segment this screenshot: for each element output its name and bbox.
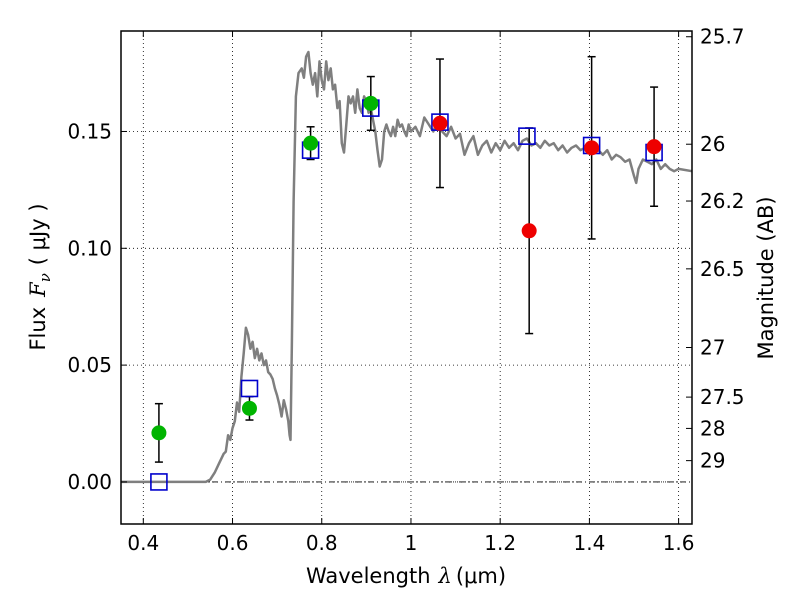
mag-tick-label: 29 — [700, 449, 725, 473]
x-tick-label: 0.4 — [127, 531, 159, 555]
mag-tick-label: 26.2 — [700, 189, 745, 213]
model-square-marker — [150, 473, 168, 491]
observed-point — [521, 223, 537, 239]
spectrum-line — [121, 50, 693, 484]
model-square-marker — [518, 127, 536, 145]
model-photometry-markers — [150, 99, 663, 491]
x-tick-label: 1.6 — [663, 531, 695, 555]
x-tick-label: 1 — [405, 531, 418, 555]
model-spectrum — [121, 50, 693, 484]
observed-point — [432, 115, 448, 131]
mag-tick-label: 28 — [700, 416, 725, 440]
y-tick-label: 0.15 — [67, 119, 112, 143]
y-axis-label: FluxFν( μJy ) — [26, 203, 54, 350]
y-tick-label: 0.10 — [67, 236, 112, 260]
grid — [121, 31, 692, 524]
error-bars — [154, 55, 659, 463]
x-axis-label: Wavelength λ (μm) — [306, 564, 506, 588]
mag-tick-label: 25.7 — [700, 25, 745, 49]
observed-photometry-markers — [151, 95, 662, 441]
x-tick-label: 0.8 — [306, 531, 338, 555]
y-tick-label: 0.05 — [67, 353, 112, 377]
axis-ticks — [121, 31, 692, 524]
mag-tick-label: 27.5 — [700, 385, 745, 409]
tick-labels: 0.4 0.6 0.8 1 1.2 1.4 1.6 0.00 0.05 0.10 0.15 25.7 2… — [67, 25, 744, 555]
x-tick-label: 1.2 — [484, 531, 516, 555]
plot-frame — [120, 30, 693, 525]
observed-point — [584, 140, 600, 156]
model-square-marker — [240, 379, 259, 398]
observed-point — [241, 400, 257, 416]
observed-point — [646, 139, 662, 155]
mag-tick-label: 27 — [700, 335, 725, 359]
y-tick-label: 0.00 — [67, 470, 112, 494]
y2-axis-label: Magnitude (AB) — [754, 196, 778, 359]
x-tick-label: 1.4 — [573, 531, 605, 555]
x-tick-label: 0.6 — [217, 531, 249, 555]
observed-point — [363, 95, 379, 111]
observed-point — [151, 425, 167, 441]
observed-point — [303, 135, 319, 151]
mag-tick-label: 26.5 — [700, 257, 745, 281]
mag-tick-label: 26 — [700, 132, 725, 156]
